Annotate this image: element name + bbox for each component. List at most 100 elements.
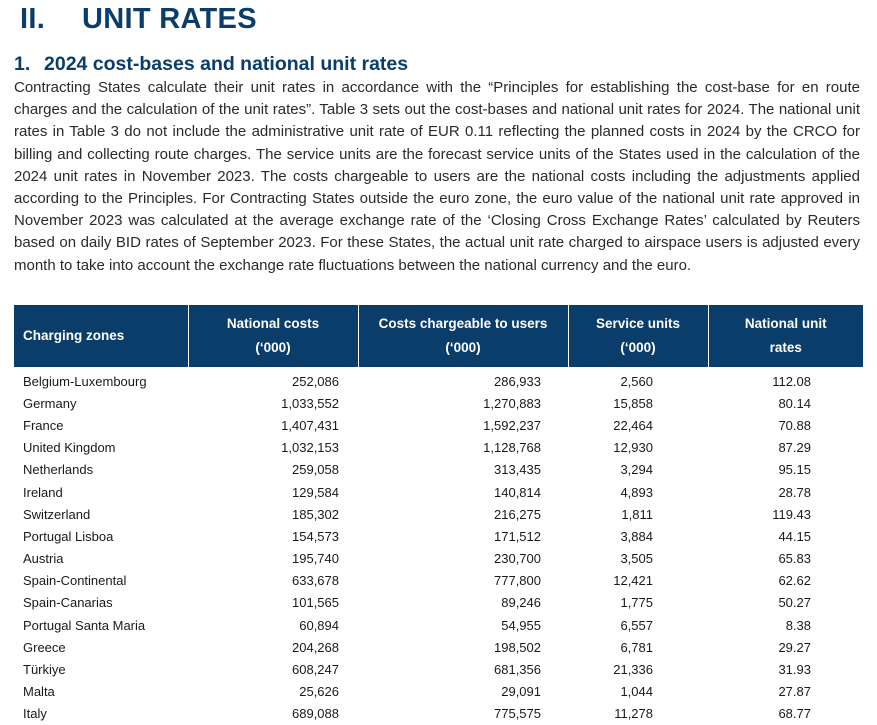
cell-unit-rate: 112.08 (772, 373, 811, 389)
cell-charging-zone: Portugal Santa Maria (23, 617, 146, 633)
header-unit-rates-line1: National unit (744, 316, 827, 331)
table-row: Spain-Canarias 101,565 89,246 1,775 50.27 (14, 592, 863, 614)
table-row: Spain-Continental 633,678 777,800 12,421 62.… (14, 570, 863, 592)
header-service-units-line2: (‘000) (620, 340, 656, 355)
table-row: Türkiye 608,247 681,356 21,336 31.93 (14, 658, 863, 680)
cell-charging-zone: Belgium-Luxembourg (23, 373, 147, 389)
cell-costs-chargeable: 198,502 (494, 639, 541, 655)
table-row: Greece 204,268 198,502 6,781 29.27 (14, 636, 863, 658)
cell-national-costs: 129,584 (292, 484, 339, 500)
header-costs-chargeable: Costs chargeable to users (‘000) (358, 305, 569, 367)
section-number: II. (20, 3, 46, 35)
cell-charging-zone: Malta (23, 684, 55, 700)
cell-unit-rate: 119.43 (772, 506, 811, 522)
cell-costs-chargeable: 1,270,883 (483, 395, 541, 411)
cell-unit-rate: 65.83 (778, 551, 811, 567)
cell-service-units: 15,858 (613, 395, 653, 411)
cell-costs-chargeable: 230,700 (494, 551, 541, 567)
header-national-unit-rates: National unit rates (708, 305, 863, 367)
cell-service-units: 12,930 (613, 440, 653, 456)
cell-unit-rate: 44.15 (778, 528, 811, 544)
cell-national-costs: 1,033,552 (281, 395, 339, 411)
cell-service-units: 21,336 (613, 662, 653, 678)
cell-unit-rate: 95.15 (778, 462, 811, 478)
cell-national-costs: 689,088 (292, 706, 339, 722)
table-row: Malta 25,626 29,091 1,044 27.87 (14, 681, 863, 703)
cell-costs-chargeable: 313,435 (494, 462, 541, 478)
cell-costs-chargeable: 216,275 (494, 506, 541, 522)
cell-service-units: 3,505 (620, 551, 653, 567)
cell-service-units: 6,557 (620, 617, 653, 633)
cell-charging-zone: Italy (23, 706, 47, 722)
cell-national-costs: 25,626 (299, 684, 339, 700)
cell-charging-zone: Netherlands (23, 462, 94, 478)
header-unit-rates-line2: rates (769, 340, 802, 355)
subsection-heading: 1. 2024 cost-bases and national unit rate… (14, 53, 408, 76)
header-national-costs-line2: (‘000) (255, 340, 291, 355)
cell-service-units: 4,893 (620, 484, 653, 500)
table-header: Charging zones National costs (‘000) Cos… (14, 305, 863, 367)
table-row: United Kingdom 1,032,153 1,128,768 12,930 87… (14, 437, 863, 459)
cell-national-costs: 1,032,153 (281, 440, 339, 456)
table-row: Portugal Santa Maria 60,894 54,955 6,557 8.3… (14, 614, 863, 636)
cell-national-costs: 195,740 (292, 551, 339, 567)
cell-national-costs: 259,058 (292, 462, 339, 478)
table-row: Portugal Lisboa 154,573 171,512 3,884 44.15 (14, 525, 863, 547)
cell-unit-rate: 50.27 (778, 595, 811, 611)
cell-service-units: 1,775 (620, 595, 653, 611)
cell-unit-rate: 70.88 (778, 417, 811, 433)
cell-charging-zone: Spain-Continental (23, 573, 127, 589)
cell-charging-zone: Türkiye (23, 662, 66, 678)
cell-unit-rate: 8.38 (785, 617, 811, 633)
table-row: Netherlands 259,058 313,435 3,294 95.15 (14, 459, 863, 481)
cell-costs-chargeable: 89,246 (501, 595, 541, 611)
header-costs-chargeable-line1: Costs chargeable to users (378, 316, 548, 331)
subsection-title: 2024 cost-bases and national unit rates (44, 53, 409, 75)
body-paragraph: Contracting States calculate their unit … (14, 79, 860, 274)
cell-charging-zone: Ireland (23, 484, 63, 500)
header-service-units: Service units (‘000) (568, 305, 709, 367)
cell-costs-chargeable: 140,814 (494, 484, 541, 500)
table-row: France 1,407,431 1,592,237 22,464 70.88 (14, 414, 863, 436)
table-row: Ireland 129,584 140,814 4,893 28.78 (14, 481, 863, 503)
cell-costs-chargeable: 286,933 (494, 373, 541, 389)
section-title: UNIT RATES (82, 3, 257, 35)
cell-unit-rate: 28.78 (778, 484, 811, 500)
cell-national-costs: 154,573 (292, 528, 339, 544)
cell-unit-rate: 27.87 (778, 684, 811, 700)
table-row: Belgium-Luxembourg 252,086 286,933 2,560 112… (14, 370, 863, 392)
cell-costs-chargeable: 681,356 (494, 662, 541, 678)
table-row: Italy 689,088 775,575 11,278 68.77 (14, 703, 863, 725)
cell-charging-zone: Spain-Canarias (23, 595, 113, 611)
header-charging-zones: Charging zones (14, 305, 189, 367)
cell-service-units: 3,884 (620, 528, 653, 544)
cell-charging-zone: Switzerland (23, 506, 91, 522)
cell-charging-zone: Portugal Lisboa (23, 528, 114, 544)
header-service-units-line1: Service units (595, 316, 681, 331)
unit-rates-table: Charging zones National costs (‘000) Cos… (14, 305, 863, 725)
header-national-costs: National costs (‘000) (188, 305, 359, 367)
cell-service-units: 1,811 (621, 506, 653, 522)
cell-national-costs: 60,894 (299, 617, 339, 633)
cell-unit-rate: 62.62 (778, 573, 811, 589)
header-costs-chargeable-line2: (‘000) (445, 340, 481, 355)
cell-costs-chargeable: 775,575 (494, 706, 541, 722)
cell-charging-zone: Germany (23, 395, 77, 411)
cell-national-costs: 608,247 (292, 662, 339, 678)
cell-service-units: 6,781 (620, 639, 653, 655)
cell-costs-chargeable: 171,512 (494, 528, 541, 544)
cell-unit-rate: 68.77 (778, 706, 811, 722)
cell-unit-rate: 87.29 (778, 440, 811, 456)
cell-unit-rate: 29.27 (778, 639, 811, 655)
cell-national-costs: 633,678 (292, 573, 339, 589)
cell-charging-zone: Austria (23, 551, 64, 567)
table-row: Germany 1,033,552 1,270,883 15,858 80.14 (14, 392, 863, 414)
cell-national-costs: 252,086 (292, 373, 339, 389)
cell-national-costs: 101,565 (292, 595, 339, 611)
cell-charging-zone: Greece (23, 639, 66, 655)
cell-costs-chargeable: 54,955 (501, 617, 541, 633)
cell-service-units: 12,421 (613, 573, 653, 589)
cell-national-costs: 185,302 (292, 506, 339, 522)
cell-unit-rate: 31.93 (778, 662, 811, 678)
cell-costs-chargeable: 29,091 (501, 684, 541, 700)
